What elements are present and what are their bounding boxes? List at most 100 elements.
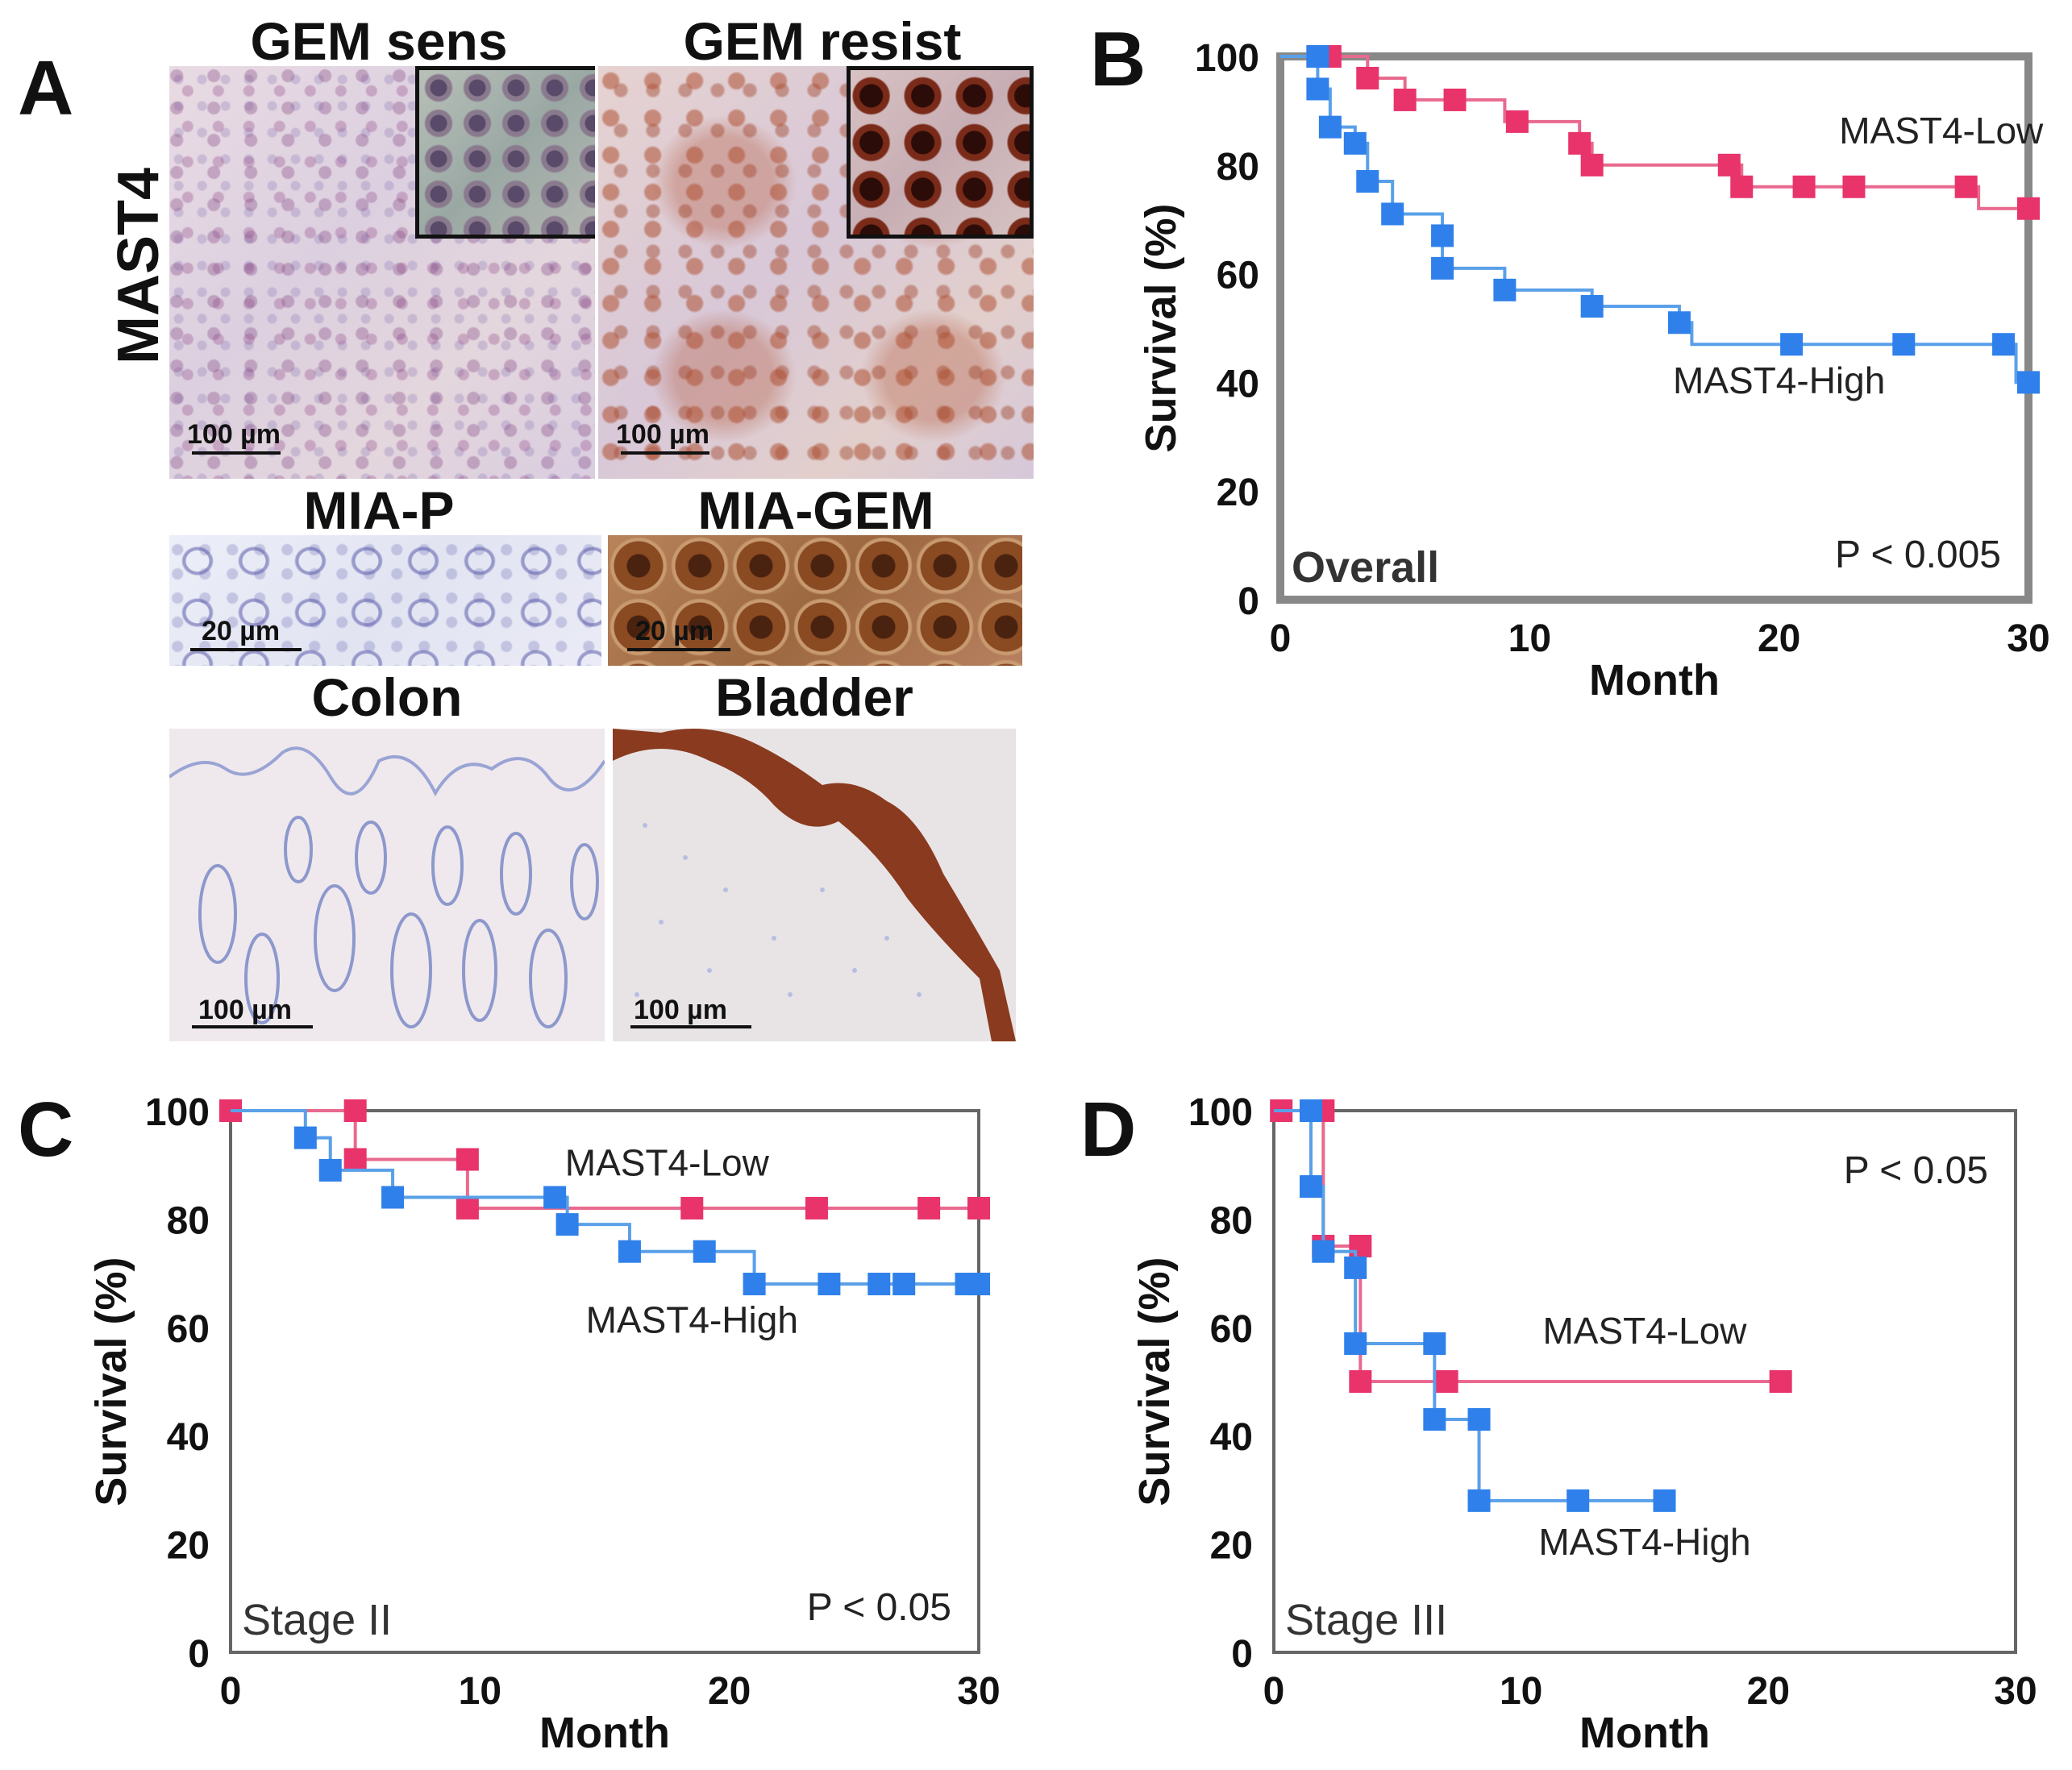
chart-c-ylabel: Survival (%): [87, 1257, 135, 1506]
micrograph-mia-p: 20 µm: [169, 535, 601, 666]
image-title-mia-p: MIA-P: [303, 480, 455, 540]
scale-bar-gem-resist: [621, 451, 709, 455]
scale-label-gem-resist: 100 µm: [616, 419, 709, 450]
chart-b-series-high-point: [1356, 170, 1379, 193]
scale-label-mia-p: 20 µm: [202, 616, 281, 646]
chart-c-series-low-point: [680, 1196, 704, 1219]
chart-b-series-low-point: [1954, 175, 1978, 198]
chart-c-series-high-point: [967, 1273, 990, 1296]
chart-d-ytick-label: 60: [1210, 1308, 1253, 1351]
chart-d-xtick-label: 10: [1500, 1670, 1542, 1713]
chart-c-pvalue: P < 0.05: [807, 1586, 951, 1629]
chart-d-series-high-point: [1344, 1332, 1367, 1355]
chart-c-ytick-label: 60: [167, 1308, 210, 1351]
chart-d-series-low-point: [1349, 1370, 1372, 1393]
chart-b-series-high-point: [1493, 278, 1517, 301]
scale-bar-colon: [192, 1025, 313, 1028]
chart-c-xtick-label: 10: [459, 1670, 501, 1713]
chart-d-series-low-point: [1769, 1370, 1792, 1393]
chart-b-xtick-label: 20: [1758, 617, 1800, 660]
chart-b-series-high-point: [1343, 131, 1367, 155]
chart-c-series-low-point: [343, 1099, 367, 1122]
chart-d-series-low-point: [1435, 1370, 1458, 1393]
chart-c-series-high-point: [555, 1213, 579, 1236]
chart-d-ytick-label: 100: [1188, 1091, 1253, 1134]
chart-b-series-low-point: [1568, 131, 1591, 155]
chart-c-ytick-label: 80: [167, 1199, 210, 1242]
chart-d-ytick-label: 0: [1231, 1633, 1253, 1676]
chart-d-series-high-point: [1566, 1489, 1590, 1512]
image-title-mia-gem: MIA-GEM: [697, 480, 934, 540]
chart-b-series-high-point: [1306, 45, 1329, 68]
panel-letter-a: A: [18, 45, 74, 131]
chart-c-ytick-label: 40: [167, 1416, 210, 1459]
scale-label-gem-sens: 100 µm: [187, 419, 281, 450]
image-title-gem-sens: GEM sens: [250, 11, 508, 71]
chart-b-ytick-label: 0: [1238, 580, 1259, 623]
chart-c-series-high-point: [867, 1273, 891, 1296]
chart-c-xtick-label: 30: [957, 1670, 1000, 1713]
chart-b-series-low-point: [1505, 110, 1529, 133]
chart-c-ytick-label: 20: [167, 1525, 210, 1568]
chart-c-group: 0 20 40 60 80 100 0 10 20 30 Month Survival (%) Stag…: [87, 1091, 1001, 1757]
chart-b-series-high-point: [2017, 371, 2040, 394]
chart-c-series-low-point: [917, 1196, 941, 1219]
chart-d-ytick-label: 40: [1210, 1416, 1253, 1459]
chart-b-series-high-point: [1431, 256, 1454, 280]
chart-b-xlabel: Month: [1589, 656, 1720, 704]
chart-b-group: 0 20 40 60 80 100 0 10 20 30 Month Survival (%) Over…: [1137, 37, 2050, 704]
chart-d-series-high-point: [1467, 1408, 1491, 1431]
chart-c-ytick-label: 100: [145, 1091, 210, 1134]
micrograph-gem-resist: 100 µm: [598, 66, 1034, 479]
chart-c-series-high-point: [693, 1240, 716, 1263]
image-title-gem-resist: GEM resist: [683, 11, 962, 71]
chart-b-series-high-point: [1318, 115, 1342, 139]
chart-d-series-high-point: [1653, 1489, 1676, 1512]
chart-c-series-high-point: [318, 1158, 342, 1182]
chart-b-series-low-point: [1356, 66, 1379, 89]
chart-c-series-high-point: [618, 1240, 641, 1263]
chart-d-xtick-label: 20: [1747, 1670, 1790, 1713]
chart-b-frame: [1276, 52, 2032, 604]
chart-b-title: Overall: [1292, 543, 1439, 592]
chart-b-ytick-label: 100: [1195, 37, 1259, 80]
chart-b-series-high-point: [1431, 224, 1454, 247]
chart-c-ytick-label: 0: [188, 1633, 210, 1676]
chart-d-series-high-point: [1423, 1332, 1446, 1355]
chart-d-series-high-point: [1344, 1256, 1367, 1279]
chart-b-label-high: MAST4-High: [1673, 359, 1885, 401]
chart-d-label-low: MAST4-Low: [1542, 1310, 1747, 1352]
panel-letter-c: C: [18, 1087, 74, 1173]
chart-c-xtick-label: 0: [220, 1670, 242, 1713]
chart-b-label-low: MAST4-Low: [1839, 110, 2044, 152]
chart-d-series-high-point: [1467, 1489, 1491, 1512]
chart-c-series-low-point: [343, 1148, 367, 1171]
chart-c-frame: [229, 1109, 980, 1654]
chart-d-series-high-point: [1312, 1240, 1335, 1263]
bladder-urothelium-drawing: [613, 729, 1016, 1041]
chart-d-series-high-point: [1423, 1408, 1446, 1431]
chart-d-ylabel: Survival (%): [1130, 1257, 1179, 1506]
chart-b-series-high-point: [1667, 311, 1691, 334]
micrograph-colon: 100 µm: [169, 729, 605, 1041]
chart-b-xtick-label: 0: [1270, 617, 1292, 660]
panel-letter-d: D: [1080, 1087, 1137, 1173]
chart-b-series-high-point: [1892, 333, 1916, 356]
chart-c-xtick-label: 20: [708, 1670, 751, 1713]
chart-c-series-low-point: [456, 1196, 479, 1219]
chart-b-series-low-point: [1842, 175, 1866, 198]
chart-d-series-high-point: [1300, 1099, 1322, 1122]
chart-c-series-high-point: [818, 1273, 841, 1296]
scale-bar-bladder: [630, 1025, 751, 1028]
micrograph-inset-gem-resist: [847, 66, 1034, 239]
scale-bar-gem-sens: [192, 451, 281, 455]
scale-label-colon: 100 µm: [198, 995, 292, 1025]
chart-d-series-high-line: [1274, 1109, 1665, 1502]
chart-b-ylabel: Survival (%): [1137, 203, 1185, 452]
chart-b-series-low-point: [1717, 153, 1741, 177]
scale-label-mia-gem: 20 µm: [635, 616, 714, 646]
chart-c-series-low-point: [805, 1196, 828, 1219]
chart-d-label-high: MAST4-High: [1538, 1521, 1750, 1563]
colon-crypts-drawing: [169, 746, 605, 1028]
